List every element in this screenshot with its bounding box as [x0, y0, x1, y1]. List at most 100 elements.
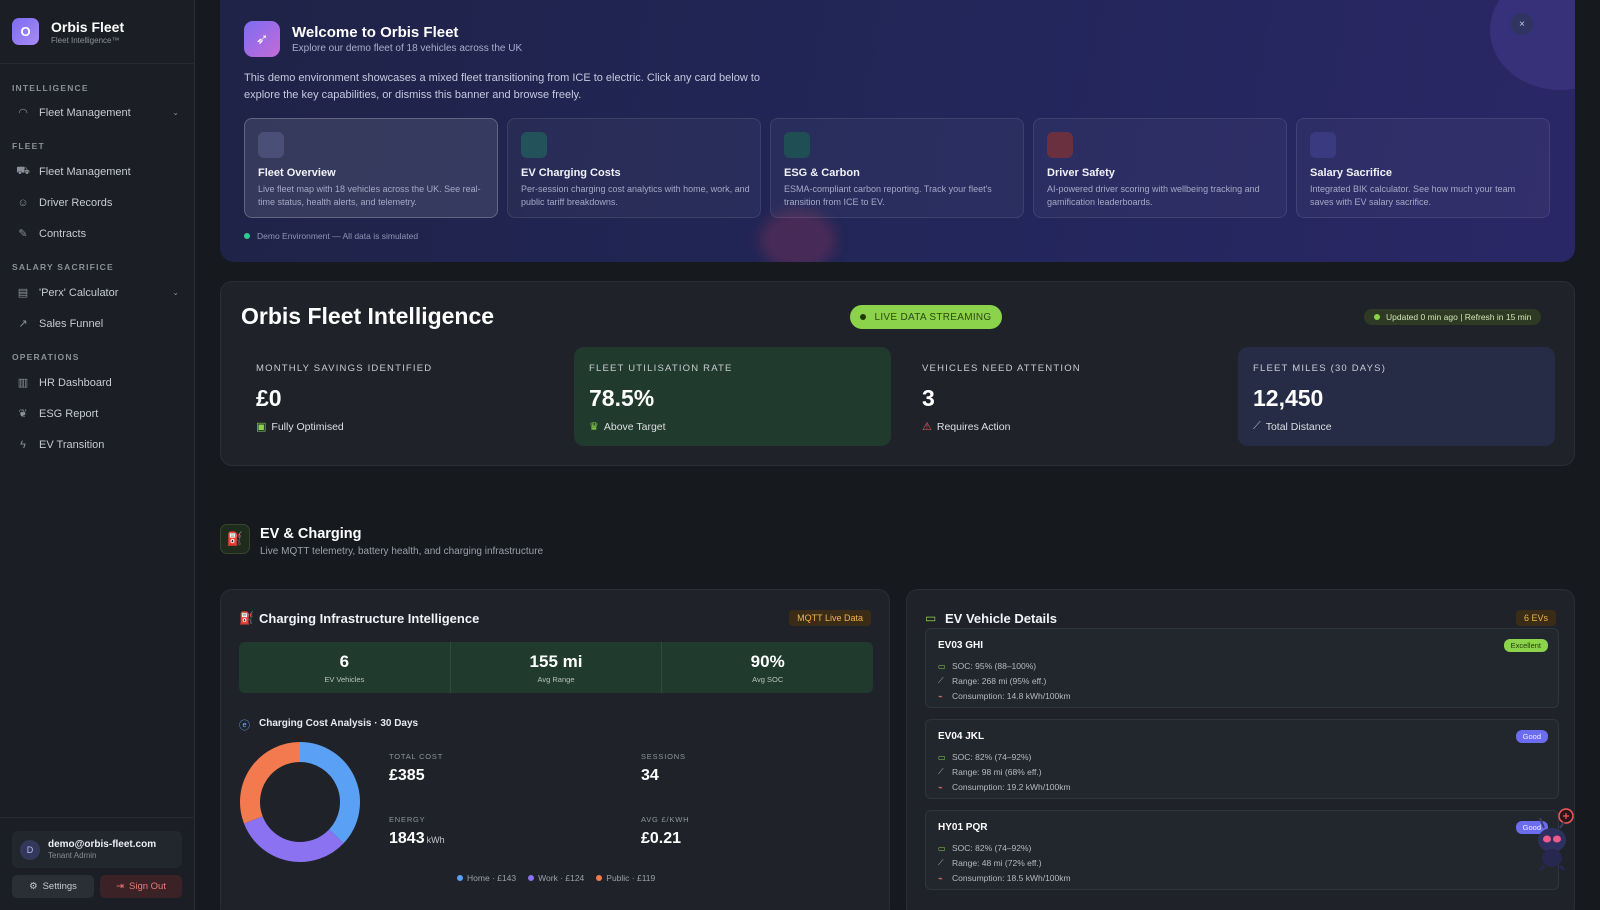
- kpi-vehicles-attention[interactable]: VEHICLES NEED ATTENTION 3 ⚠ Requires Acti…: [907, 347, 1224, 446]
- card-salary-sacrifice[interactable]: Salary Sacrifice Integrated BIK calculat…: [1296, 118, 1550, 218]
- box-label: SESSIONS: [641, 752, 686, 761]
- sidebar-item-label: ESG Report: [39, 407, 99, 420]
- kpi-monthly-savings[interactable]: MONTHLY SAVINGS IDENTIFIED £0 ▣ Fully Opt…: [241, 347, 558, 446]
- leaf-icon: ❦: [18, 408, 28, 420]
- card-icon: [521, 132, 547, 158]
- bolt-icon: ϟ: [20, 438, 26, 451]
- chevron-down-icon[interactable]: ⌄: [172, 288, 179, 297]
- avatar: D: [20, 839, 40, 860]
- health-badge: Excellent: [1503, 639, 1548, 652]
- ev-vehicle-card[interactable]: EV04 JKL Good ▭ SOC: 82% (74–92%) ⟋ Range:…: [925, 719, 1559, 799]
- sidebar-item-fleet-management[interactable]: ⛟ Fleet Management: [0, 156, 195, 187]
- sidebar-item-driver-records[interactable]: ☺ Driver Records: [0, 187, 195, 218]
- user-role: Tenant Admin: [48, 851, 97, 860]
- card-desc: ESMA-compliant carbon reporting. Track y…: [784, 184, 992, 207]
- ev-vehicle-card[interactable]: EV03 GHI Excellent ▭ SOC: 95% (88–100%) ⟋…: [925, 628, 1559, 708]
- ev-vehicle-details-panel: ▭ EV Vehicle Details 6 EVs EV03 GHI Exce…: [906, 589, 1575, 910]
- charger-icon: ⛽: [239, 611, 254, 625]
- kpi-value: 12,450: [1253, 385, 1324, 411]
- section-title-ev-charging: EV & Charging: [260, 526, 362, 542]
- stat-avg-soc: 90% Avg SOC: [662, 642, 873, 693]
- kpi-note: Total Distance: [1265, 420, 1332, 433]
- soc-text: SOC: 82% (74–92%): [952, 843, 1032, 853]
- settings-label: Settings: [42, 881, 77, 892]
- ev-vehicle-card[interactable]: HY01 PQR Good ▭ SOC: 82% (74–92%) ⟋ Range:…: [925, 810, 1559, 890]
- box-unit: kWh: [426, 835, 445, 845]
- card-esg-carbon[interactable]: ESG & Carbon ESMA-compliant carbon repor…: [770, 118, 1024, 218]
- sidebar-item-esg-report[interactable]: ❦ ESG Report: [0, 398, 195, 429]
- battery-icon: ▭: [938, 843, 946, 853]
- energy-box: ENERGY 1843 kWh: [378, 804, 621, 859]
- settings-button[interactable]: ⚙ Settings: [12, 875, 94, 898]
- stat-avg-range: 155 mi Avg Range: [451, 642, 663, 693]
- card-icon: [1047, 132, 1073, 158]
- calculator-icon: ▤: [17, 287, 29, 299]
- live-data-badge: LIVE DATA STREAMING: [850, 305, 1002, 329]
- warning-icon: ⚠: [922, 421, 932, 433]
- nav-section-salary-sacrifice: SALARY SACRIFICE: [12, 262, 114, 272]
- donut-slice-work[interactable]: [243, 815, 344, 862]
- trophy-icon: ♛: [589, 421, 599, 433]
- card-driver-safety[interactable]: Driver Safety AI-powered driver scoring …: [1033, 118, 1287, 218]
- sidebar-item-contracts[interactable]: ✎ Contracts: [0, 218, 195, 249]
- soc-text: SOC: 95% (88–100%): [952, 661, 1037, 671]
- vehicle-name: EV04 JKL: [938, 731, 985, 742]
- close-banner-button[interactable]: ×: [1511, 13, 1533, 35]
- charging-cost-donut-chart: [240, 742, 360, 862]
- soc-text: SOC: 82% (74–92%): [952, 752, 1032, 762]
- rocket-icon: ➶: [244, 21, 280, 57]
- legend-dot-icon: [596, 875, 603, 881]
- car-icon: ⛟: [16, 164, 30, 177]
- kpi-label: MONTHLY SAVINGS IDENTIFIED: [256, 363, 433, 374]
- sidebar-item-sales-funnel[interactable]: ↗ Sales Funnel: [0, 308, 195, 339]
- range-text: Range: 48 mi (72% eff.): [952, 858, 1042, 868]
- welcome-subtitle: Explore our demo fleet of 18 vehicles ac…: [292, 43, 523, 54]
- charging-cost-analysis-title: Charging Cost Analysis · 30 Days: [259, 718, 419, 729]
- kpi-fleet-miles[interactable]: FLEET MILES (30 DAYS) 12,450 ⟋ Total Dist…: [1238, 347, 1555, 446]
- kpi-value: 3: [922, 385, 935, 411]
- stat-label: Avg Range: [537, 675, 575, 684]
- chat-assistant-mascot-icon[interactable]: [1530, 808, 1578, 870]
- card-desc: Integrated BIK calculator. See how much …: [1310, 184, 1516, 207]
- brand[interactable]: O Orbis Fleet Fleet Intelligence™: [0, 0, 194, 64]
- ruler-icon: ⟋: [938, 676, 944, 685]
- ruler-icon: ⟋: [938, 767, 944, 776]
- bar-chart-icon: ▥: [17, 377, 29, 389]
- sidebar: O Orbis Fleet Fleet Intelligence™ INTELL…: [0, 0, 195, 910]
- health-badge: Good: [1515, 730, 1548, 743]
- card-title: ESG & Carbon: [784, 167, 860, 179]
- ruler-icon: ⟋: [938, 858, 944, 867]
- range-text: Range: 268 mi (95% eff.): [952, 676, 1047, 686]
- vehicle-name: HY01 PQR: [938, 822, 988, 833]
- sidebar-item-perx-calculator[interactable]: ▤ 'Perx' Calculator ⌄: [0, 277, 195, 308]
- sidebar-item-label: Fleet Management: [39, 106, 131, 119]
- total-cost-box: TOTAL COST £385: [378, 741, 621, 796]
- sign-out-button[interactable]: ⇥ Sign Out: [100, 875, 182, 898]
- card-title: Salary Sacrifice: [1310, 167, 1392, 179]
- sidebar-item-label: 'Perx' Calculator: [39, 286, 119, 299]
- card-fleet-overview[interactable]: Fleet Overview Live fleet map with 18 ve…: [244, 118, 498, 218]
- sessions-box: SESSIONS 34: [630, 741, 873, 796]
- avg-price-box: AVG £/KWH £0.21: [630, 804, 873, 859]
- vehicle-name: EV03 GHI: [938, 640, 984, 651]
- sidebar-item-hr-dashboard[interactable]: ▥ HR Dashboard: [0, 367, 195, 398]
- nav-section-operations: OPERATIONS: [12, 352, 80, 362]
- sidebar-item-ev-transition[interactable]: ϟ EV Transition: [0, 429, 195, 460]
- nav-section-fleet: FLEET: [12, 141, 45, 151]
- stat-value: 155 mi: [529, 652, 583, 671]
- sidebar-item-fleet-management-intel[interactable]: ◠ Fleet Management ⌄: [0, 97, 195, 128]
- kpi-note: Requires Action: [936, 420, 1011, 433]
- kpi-label: FLEET UTILISATION RATE: [589, 363, 733, 374]
- kpi-fleet-utilisation[interactable]: FLEET UTILISATION RATE 78.5% ♛ Above Targ…: [574, 347, 891, 446]
- donut-slice-public[interactable]: [240, 742, 301, 824]
- user-profile[interactable]: D demo@orbis-fleet.com Tenant Admin: [12, 831, 182, 868]
- ev-charging-icon: ⛽: [220, 524, 250, 554]
- stat-value: 90%: [750, 652, 785, 671]
- trend-icon: ↗: [18, 318, 28, 330]
- consumption-text: Consumption: 19.2 kWh/100km: [952, 782, 1071, 792]
- card-ev-charging-costs[interactable]: EV Charging Costs Per-session charging c…: [507, 118, 761, 218]
- chevron-down-icon[interactable]: ⌄: [172, 108, 179, 117]
- donut-slice-home[interactable]: [299, 742, 360, 844]
- fleet-intelligence-panel: Orbis Fleet Intelligence LIVE DATA STREA…: [220, 281, 1575, 466]
- card-desc: Per-session charging cost analytics with…: [521, 184, 750, 207]
